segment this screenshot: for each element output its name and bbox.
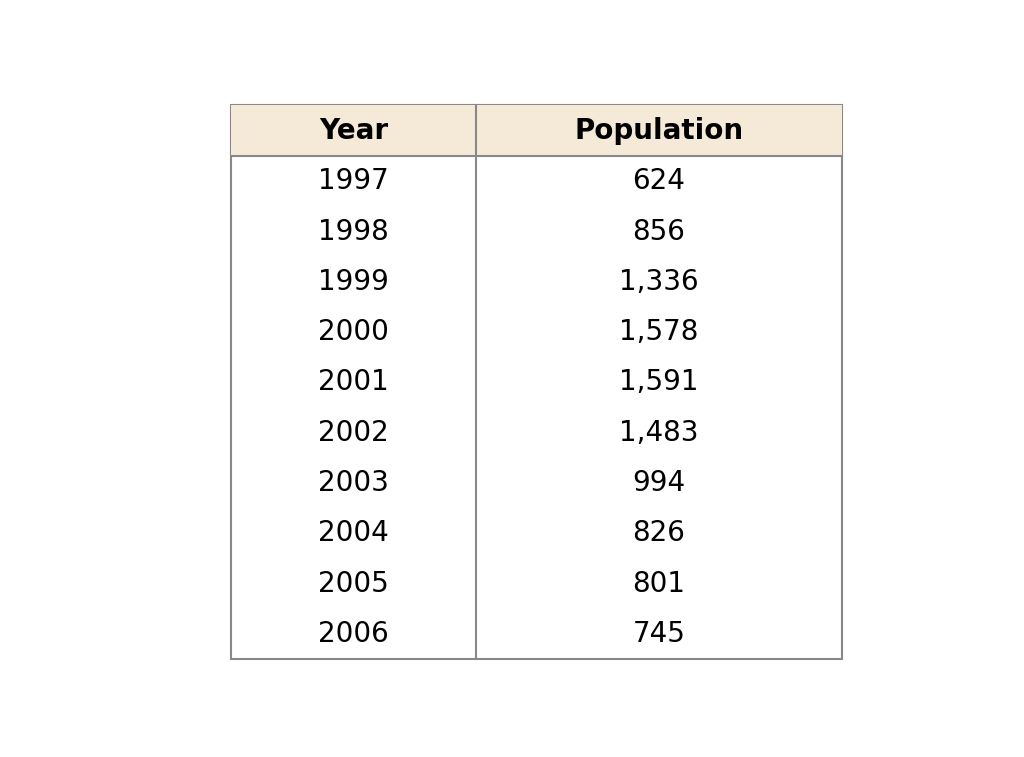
Text: 2002: 2002: [318, 419, 389, 447]
Text: 1997: 1997: [318, 167, 389, 195]
Text: Population: Population: [574, 117, 743, 145]
Text: 1999: 1999: [317, 268, 389, 296]
Text: Year: Year: [318, 117, 388, 145]
Text: 1998: 1998: [318, 217, 389, 245]
Text: 624: 624: [633, 167, 685, 195]
Text: 2006: 2006: [318, 620, 389, 648]
Text: 2001: 2001: [318, 369, 389, 397]
Text: 2000: 2000: [317, 318, 389, 346]
Text: 1,591: 1,591: [620, 369, 698, 397]
Text: 2005: 2005: [318, 570, 389, 598]
Text: 1,483: 1,483: [620, 419, 698, 447]
Text: 745: 745: [633, 620, 685, 648]
Text: 1,336: 1,336: [620, 268, 698, 296]
Text: 2003: 2003: [317, 469, 389, 497]
Text: 801: 801: [633, 570, 685, 598]
Bar: [231, 105, 842, 156]
Bar: [231, 105, 842, 659]
Text: 826: 826: [633, 519, 685, 547]
Text: 1,578: 1,578: [620, 318, 698, 346]
Text: 2004: 2004: [318, 519, 389, 547]
Text: 856: 856: [633, 217, 685, 245]
Text: 994: 994: [633, 469, 685, 497]
